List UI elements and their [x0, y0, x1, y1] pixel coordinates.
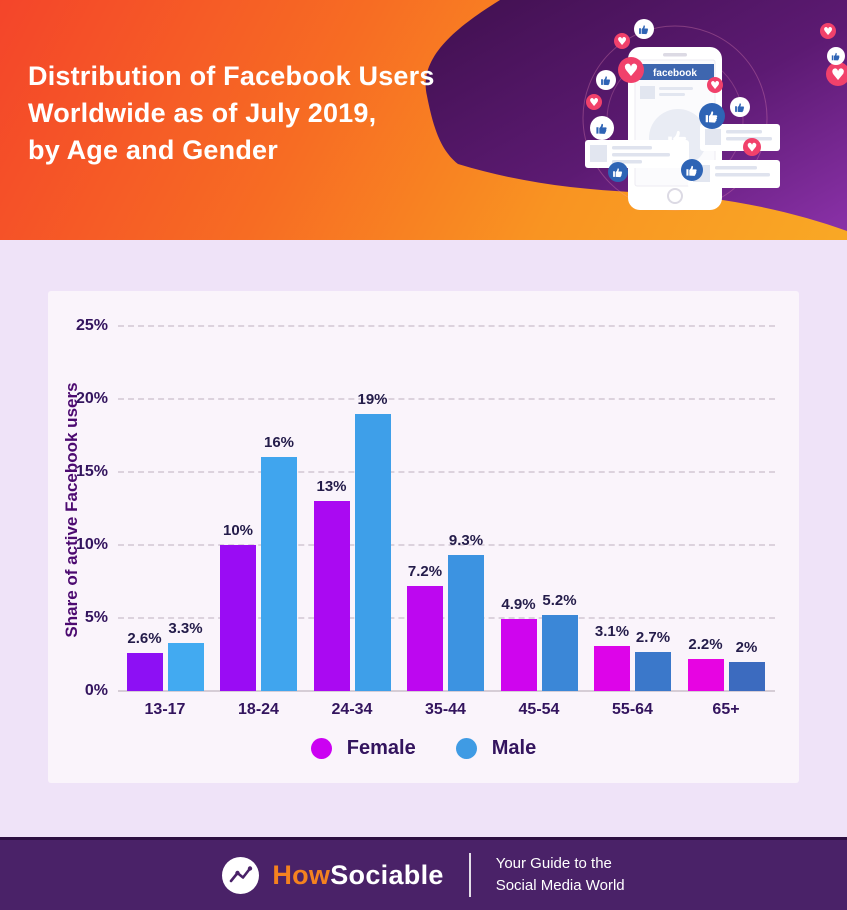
svg-text:♥: ♥ [823, 25, 833, 38]
gridline [118, 325, 775, 327]
svg-text:♥: ♥ [710, 79, 720, 92]
howsociable-logo-icon [222, 856, 260, 894]
chart-card: Share of active Facebook users 0% 5% 10% 15… [48, 291, 799, 783]
bar-female-18-24 [220, 545, 256, 691]
svg-text:♥: ♥ [617, 35, 627, 48]
gridline [118, 471, 775, 473]
thumbs-up-icon [608, 103, 725, 182]
y-axis-tick-label: 15% [75, 463, 108, 480]
brand-sociable: Sociable [330, 859, 444, 890]
y-axis-title: Share of active Facebook users [62, 382, 81, 638]
y-axis-tick-label: 0% [84, 682, 108, 699]
bar-female-13-17 [126, 653, 163, 691]
brand-how: How [272, 859, 331, 890]
title-line-3: by Age and Gender [28, 135, 278, 165]
bar-value-label: 19% [357, 391, 388, 408]
x-axis-tick-label: 13-17 [144, 701, 186, 718]
y-axis-tick-label: 5% [84, 609, 108, 626]
bar-female-35-44 [407, 586, 443, 691]
bar-value-label: 2% [735, 639, 758, 656]
y-axis-tick-label: 10% [75, 536, 108, 553]
bar-value-label: 13% [316, 478, 347, 495]
footer-divider [468, 853, 471, 897]
bar-male-35-44 [448, 555, 484, 691]
bar-male-65+ [728, 662, 765, 691]
page-title: Distribution of Facebook Users Worldwide… [28, 58, 435, 169]
header-banner: facebook [0, 0, 847, 240]
bar-value-label: 3.1% [594, 623, 630, 640]
bar-value-label: 5.2% [542, 592, 577, 609]
bar-value-label: 2.6% [127, 630, 162, 647]
bar-value-label: 4.9% [501, 596, 536, 613]
phone-speaker [663, 53, 687, 57]
legend-dot-male [455, 738, 477, 759]
svg-text:♥: ♥ [831, 65, 845, 84]
bar-male-13-17 [167, 643, 204, 691]
footer-tagline: Your Guide to the Social Media World [496, 853, 625, 897]
bar-value-label: 16% [263, 434, 295, 451]
bar-female-65+ [687, 659, 724, 691]
bar-value-label: 3.3% [168, 620, 203, 637]
bar-value-label: 10% [222, 522, 254, 539]
x-axis-tick-label: 55-64 [612, 701, 653, 718]
phone-home-button [667, 188, 683, 204]
gridline [118, 398, 775, 400]
facebook-wordmark: facebook [653, 68, 697, 79]
tagline-line-1: Your Guide to the [495, 855, 612, 872]
x-axis-tick-label: 18-24 [238, 701, 279, 718]
heart-icon: ♥ ♥ ♥ ♥ ♥ ♥ ♥ [586, 23, 847, 156]
bar-male-55-64 [635, 652, 671, 691]
bar-value-label: 7.2% [407, 563, 443, 580]
bar-female-45-54 [500, 619, 537, 691]
y-axis-tick-label: 20% [75, 390, 108, 407]
bar-value-label: 2.2% [688, 636, 723, 653]
title-line-1: Distribution of Facebook Users [28, 61, 435, 91]
legend-label: Male [491, 737, 537, 759]
feed-card [585, 140, 689, 168]
gridline [118, 544, 775, 546]
brand-wordmark: HowSociable [272, 860, 443, 891]
bar-value-label: 2.7% [635, 629, 671, 646]
footer-bar: HowSociable Your Guide to the Social Med… [0, 837, 847, 910]
bar-female-55-64 [594, 646, 630, 691]
chart-legend: Female Male [48, 737, 799, 760]
bar-male-45-54 [541, 615, 578, 691]
legend-label: Female [346, 737, 416, 759]
legend-item-female: Female [310, 737, 416, 760]
thumbs-up-icon [590, 19, 845, 140]
bar-male-18-24 [261, 457, 297, 691]
svg-text:♥: ♥ [589, 96, 599, 109]
x-axis-tick-label: 65+ [712, 701, 740, 718]
x-axis-tick-label: 35-44 [425, 701, 466, 718]
svg-text:♥: ♥ [623, 61, 638, 81]
title-line-2: Worldwide as of July 2019, [28, 98, 377, 128]
bar-male-24-34 [354, 414, 391, 691]
gridline [118, 617, 775, 619]
bar-female-24-34 [313, 501, 350, 691]
x-axis-line [118, 690, 775, 692]
header-illustration: facebook [425, 0, 847, 231]
x-axis-tick-label: 45-54 [518, 701, 560, 718]
legend-item-male: Male [455, 737, 537, 760]
bar-value-label: 9.3% [448, 532, 484, 549]
facebook-banner [636, 64, 714, 80]
tagline-line-2: Social Media World [495, 877, 625, 894]
legend-dot-female [310, 738, 332, 759]
svg-text:♥: ♥ [747, 141, 758, 155]
y-axis-tick-label: 25% [75, 317, 108, 334]
x-axis-tick-label: 24-34 [331, 701, 373, 718]
